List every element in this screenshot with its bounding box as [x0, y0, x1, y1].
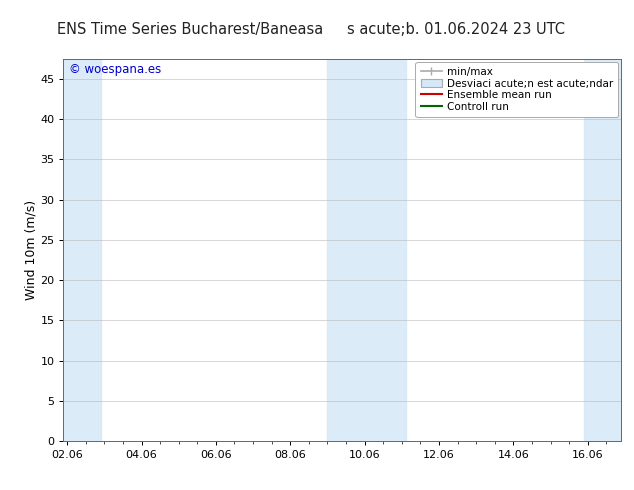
Text: s acute;b. 01.06.2024 23 UTC: s acute;b. 01.06.2024 23 UTC [347, 22, 566, 37]
Bar [328, 59, 406, 441]
Text: © woespana.es: © woespana.es [69, 63, 161, 75]
Text: ENS Time Series Bucharest/Baneasa: ENS Time Series Bucharest/Baneasa [57, 22, 323, 37]
Bar [63, 59, 101, 441]
Bar [584, 59, 621, 441]
Legend: min/max, Desviaci acute;n est acute;ndar, Ensemble mean run, Controll run: min/max, Desviaci acute;n est acute;ndar… [415, 62, 618, 117]
Y-axis label: Wind 10m (m/s): Wind 10m (m/s) [25, 200, 37, 300]
